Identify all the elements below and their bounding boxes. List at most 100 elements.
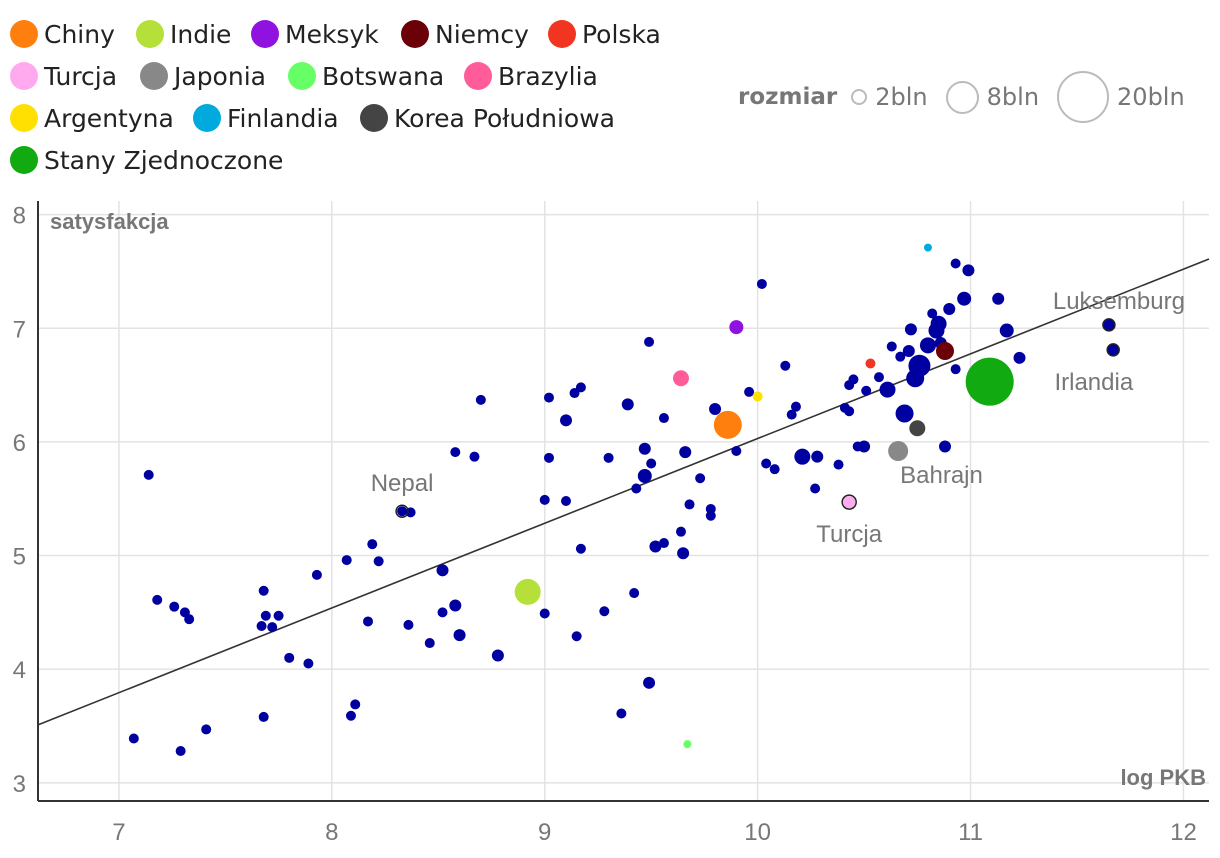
- legend-swatch: [548, 20, 576, 48]
- legend-label: Brazylia: [498, 61, 598, 91]
- x-tick-label: 12: [1170, 819, 1197, 846]
- legend-item-finlandia[interactable]: Finlandia: [193, 102, 339, 134]
- data-point: [873, 372, 884, 383]
- data-point: [569, 388, 580, 399]
- annotation-label: Nepal: [371, 470, 434, 497]
- data-point: [345, 710, 356, 721]
- data-point: [267, 622, 278, 633]
- data-point: [919, 337, 936, 354]
- data-point: [539, 494, 550, 505]
- highlight-point: [909, 420, 926, 437]
- data-point: [930, 315, 947, 332]
- point-outline: [841, 494, 857, 510]
- legend-item-argentyna[interactable]: Argentyna: [10, 102, 174, 134]
- size-label-medium: 8bln: [986, 83, 1040, 111]
- legend-item-japonia[interactable]: Japonia: [140, 60, 266, 92]
- point-outline: [395, 504, 409, 518]
- data-point: [844, 406, 855, 417]
- data-point: [927, 308, 938, 319]
- size-legend: rozmiar 2bln 8bln 20bln: [738, 71, 1203, 123]
- legend-swatch: [10, 104, 38, 132]
- highlight-point: [713, 410, 742, 439]
- data-point: [201, 724, 212, 735]
- highlight-point: [965, 357, 1014, 406]
- data-point: [646, 458, 657, 469]
- data-point: [643, 676, 656, 689]
- data-point: [992, 292, 1005, 305]
- data-point: [744, 386, 755, 397]
- data-point: [539, 608, 550, 619]
- data-point: [475, 394, 486, 405]
- annotation-label: Turcja: [816, 521, 882, 548]
- data-point: [603, 452, 614, 463]
- legend-item-botswana[interactable]: Botswana: [288, 60, 444, 92]
- data-point: [436, 564, 449, 577]
- data-point: [1102, 318, 1115, 331]
- data-point: [284, 652, 295, 663]
- data-point: [561, 496, 572, 506]
- data-point: [469, 451, 480, 462]
- legend-item-brazylia[interactable]: Brazylia: [464, 60, 598, 92]
- data-point: [449, 599, 462, 612]
- data-point: [184, 614, 195, 625]
- data-point: [895, 351, 906, 362]
- data-point: [128, 733, 139, 744]
- legend-item-korea-poludniowa[interactable]: Korea Południowa: [360, 102, 615, 134]
- highlight-point: [935, 342, 954, 360]
- legend-swatch: [401, 20, 429, 48]
- data-point: [543, 392, 554, 403]
- size-circle-large: [1057, 71, 1110, 123]
- data-point: [938, 440, 951, 453]
- y-tick-label: 8: [13, 203, 26, 230]
- x-tick-label: 11: [958, 819, 983, 846]
- legend-swatch: [10, 146, 38, 174]
- data-point: [790, 401, 801, 412]
- legend-swatch: [140, 62, 168, 90]
- data-point: [731, 446, 742, 456]
- legend-item-stany-zjednoczone[interactable]: Stany Zjednoczone: [10, 144, 283, 176]
- highlight-point: [752, 391, 763, 402]
- data-point: [957, 291, 972, 306]
- legend-item-turcja[interactable]: Turcja: [10, 60, 117, 92]
- y-tick-label: 3: [13, 771, 26, 798]
- data-point: [638, 442, 651, 455]
- data-point: [341, 555, 352, 566]
- point-outline: [1102, 318, 1116, 332]
- highlight-point: [888, 441, 909, 461]
- legend-swatch: [360, 104, 388, 132]
- legend-swatch: [251, 20, 279, 48]
- data-point: [908, 354, 931, 377]
- data-point: [858, 440, 871, 453]
- data-point: [695, 473, 706, 484]
- legend-item-meksyk[interactable]: Meksyk: [251, 18, 379, 50]
- data-point: [1013, 351, 1026, 364]
- highlight-point: [683, 740, 692, 749]
- data-point: [769, 464, 780, 475]
- legend-item-polska[interactable]: Polska: [548, 18, 661, 50]
- data-point: [258, 585, 269, 596]
- data-point: [679, 446, 692, 459]
- legend-item-indie[interactable]: Indie: [136, 18, 231, 50]
- data-point: [761, 458, 772, 469]
- data-point: [780, 360, 791, 371]
- highlight-point: [865, 358, 876, 369]
- legend-label: Indie: [170, 19, 232, 49]
- data-point: [437, 607, 448, 618]
- data-point: [303, 658, 314, 669]
- data-point: [363, 616, 374, 627]
- data-point: [848, 374, 859, 385]
- legend-label: Chiny: [44, 19, 115, 49]
- legend-label: Japonia: [174, 61, 266, 91]
- data-point: [152, 594, 163, 605]
- data-point: [1107, 343, 1120, 356]
- data-point: [904, 323, 917, 336]
- data-point: [950, 258, 961, 269]
- legend-item-chiny[interactable]: Chiny: [10, 18, 115, 50]
- size-label-large: 20bln: [1117, 83, 1185, 111]
- data-point: [403, 619, 414, 630]
- legend-label: Turcja: [44, 61, 118, 91]
- x-tick-label: 9: [538, 819, 551, 846]
- annotation-label: Bahrajn: [900, 462, 983, 489]
- legend-label: Meksyk: [285, 19, 379, 49]
- legend-item-niemcy[interactable]: Niemcy: [401, 18, 529, 50]
